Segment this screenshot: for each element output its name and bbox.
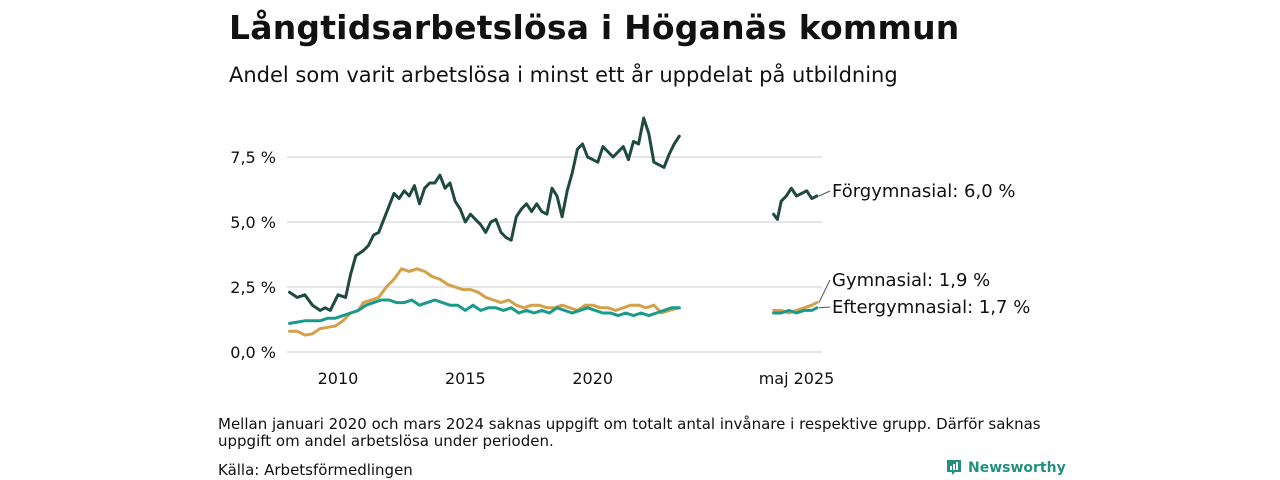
brand-name: Newsworthy [968,459,1066,476]
series-line-eftergymnasial [288,298,681,325]
series-line-förgymnasial [772,186,819,221]
y-tick-label: 0,0 % [230,343,276,362]
series-end-label: Eftergymnasial: 1,7 % [832,297,1030,318]
leader-line [818,190,831,197]
leader-line [818,279,831,303]
series-end-label: Förgymnasial: 6,0 % [832,181,1016,202]
y-tick-label: 7,5 % [230,148,276,167]
source-text: Källa: Arbetsförmedlingen [218,461,413,479]
bar-chart-icon [947,460,961,475]
x-tick-label: 2015 [445,369,486,388]
x-tick-label: 2020 [572,369,613,388]
y-tick-label: 5,0 % [230,213,276,232]
series-line-eftergymnasial [772,306,819,315]
chart-title: Långtidsarbetslösa i Höganäs kommun [229,8,960,47]
series-line-gymnasial [288,267,681,337]
chart-subtitle: Andel som varit arbetslösa i minst ett å… [229,63,898,87]
brand-logo: Newsworthy [946,459,1066,476]
x-tick-label: 2010 [318,369,359,388]
series-line-gymnasial [772,301,819,315]
y-tick-label: 2,5 % [230,278,276,297]
series-end-label: Gymnasial: 1,9 % [832,270,990,291]
x-tick-label: maj 2025 [759,369,835,388]
series-line-förgymnasial [288,116,681,312]
leader-line [818,306,831,309]
line-chart: 0,0 % 2,5 % 5,0 % 7,5 % 2010 2015 2020 maj 2025… [230,116,1030,388]
footnote: Mellan januari 2020 och mars 2024 saknas… [218,415,1041,450]
